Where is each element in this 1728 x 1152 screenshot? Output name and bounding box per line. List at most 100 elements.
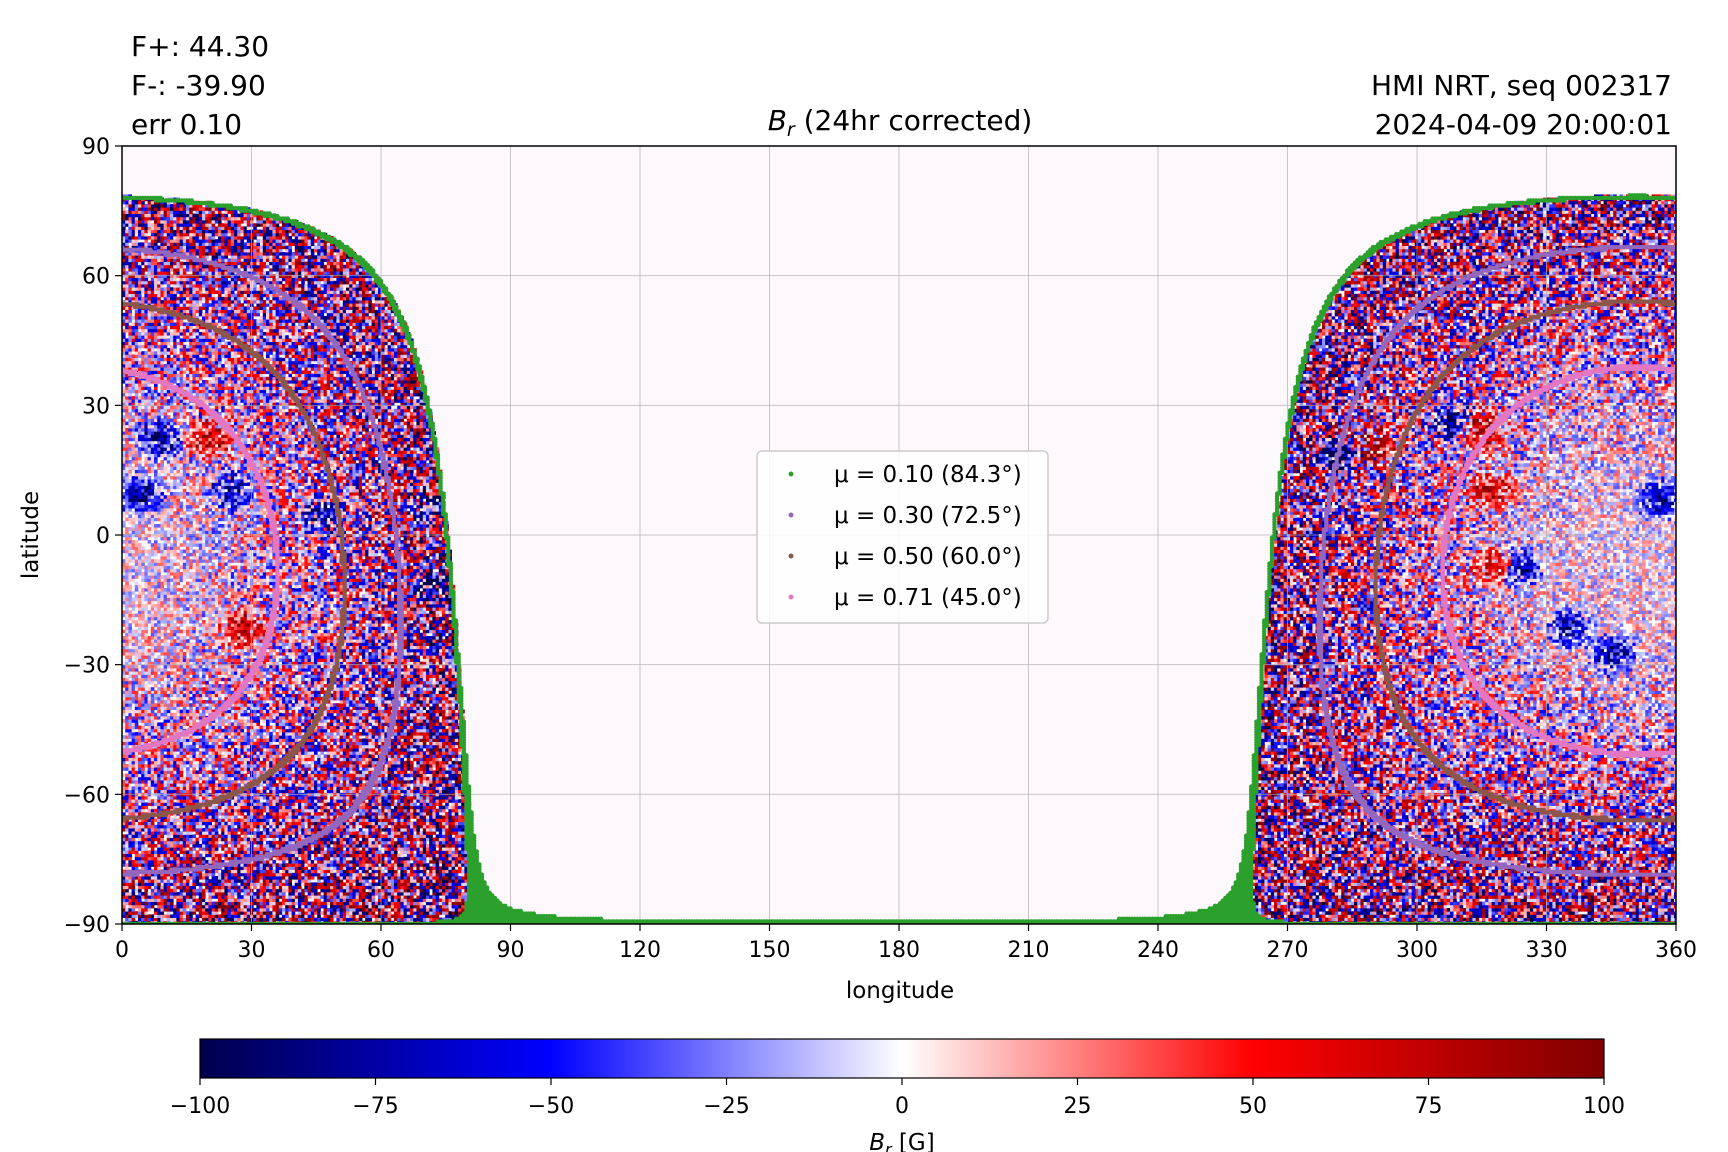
contour-point: [179, 312, 184, 317]
contour-point: [270, 283, 275, 289]
contour-point: [207, 322, 213, 328]
contour-point: [1521, 722, 1526, 727]
contour-point: [1533, 729, 1539, 735]
contour-point: [332, 237, 337, 242]
contour-point: [1497, 794, 1503, 800]
contour-point: [228, 203, 233, 208]
contour-point: [228, 265, 233, 271]
contour-point: [1456, 774, 1461, 779]
contour-point: [1443, 849, 1448, 854]
contour-point: [1546, 867, 1552, 872]
contour-point: [158, 195, 163, 201]
contour-point: [275, 286, 280, 291]
contour-point: [161, 307, 166, 312]
contour-point: [150, 304, 156, 309]
contour-point: [244, 343, 249, 348]
contour-point: [1590, 869, 1596, 875]
contour-point: [1531, 805, 1536, 810]
contour-point: [508, 906, 513, 911]
contour-point: [267, 211, 272, 216]
contour-point: [552, 914, 557, 919]
contour-point: [1477, 786, 1482, 792]
contour-point: [1575, 812, 1580, 818]
contour-point: [298, 221, 303, 226]
contour-point: [1541, 732, 1547, 737]
contour-point: [1642, 193, 1648, 198]
contour-point: [1603, 815, 1609, 820]
contour-point: [1502, 862, 1508, 867]
contour-point: [1280, 919, 1285, 924]
contour-point: [218, 327, 223, 333]
contour-point: [1399, 831, 1404, 836]
contour-point: [1521, 802, 1526, 807]
contour-point: [182, 252, 187, 258]
title-rest: (24hr corrected): [795, 104, 1033, 137]
contour-point: [1541, 807, 1547, 813]
title-subscript: r: [787, 119, 796, 141]
title-symbol: B: [768, 104, 787, 137]
contour-point: [275, 213, 280, 219]
contour-point: [192, 255, 197, 260]
contour-point: [244, 270, 249, 276]
contour-point: [306, 224, 311, 229]
contour-point: [1513, 716, 1518, 722]
contour-point: [231, 335, 236, 341]
mu-contours: [122, 193, 1676, 924]
contour-point: [285, 216, 290, 221]
contour-point: [1671, 244, 1676, 250]
contour-point: [1474, 857, 1479, 862]
contour-point: [1414, 838, 1420, 844]
contour-point: [1572, 742, 1578, 748]
contour-point: [1489, 792, 1495, 797]
contour-point: [293, 219, 298, 224]
contour-point: [311, 226, 316, 232]
contour-point: [1484, 789, 1490, 794]
contour-point: [358, 255, 363, 260]
contour-point: [213, 260, 218, 265]
contour-point: [1404, 833, 1409, 838]
contour-point: [1378, 815, 1383, 820]
contour-point: [254, 208, 259, 213]
contour-point: [254, 351, 259, 356]
contour-point: [1510, 799, 1516, 805]
contour-point: [1487, 859, 1492, 864]
contour-point: [1435, 846, 1440, 851]
contour-point: [1546, 735, 1552, 740]
contour-point: [210, 200, 215, 206]
grid-lines: [121, 145, 1677, 925]
chart-title: Br (24hr corrected): [768, 104, 1033, 141]
contour-point: [244, 206, 249, 211]
contour-point: [503, 903, 508, 908]
contour-point: [1557, 810, 1562, 815]
contour-point: [283, 291, 288, 296]
contour-point: [1427, 844, 1433, 849]
contour-point: [1528, 727, 1534, 732]
contour-point: [249, 273, 254, 278]
contour-point: [1601, 748, 1606, 753]
contour-point: [171, 309, 176, 315]
contour-point: [1671, 748, 1676, 753]
contour-point: [223, 330, 228, 335]
contour-point: [1448, 768, 1453, 774]
contour-point: [1668, 299, 1674, 304]
contour-point: [254, 276, 259, 281]
mu-contour-0: [122, 193, 1676, 924]
contour-point: [200, 320, 205, 325]
contour-point: [316, 229, 321, 234]
contour-point: [236, 268, 241, 273]
error-value: err 0.10: [131, 108, 242, 141]
contour-point: [202, 257, 208, 263]
instrument-sequence: HMI NRT, seq 002317: [1371, 69, 1672, 102]
contour-point: [298, 302, 303, 307]
flux-positive: F+: 44.30: [131, 30, 269, 63]
contour-point: [1391, 825, 1396, 831]
contour-point: [1521, 864, 1526, 870]
contour-point: [236, 338, 241, 343]
contour-point: [1451, 851, 1456, 857]
contour-point: [166, 250, 171, 255]
contour-point: [220, 263, 226, 268]
observation-timestamp: 2024-04-09 20:00:01: [1375, 108, 1672, 141]
contour-point: [1671, 815, 1676, 820]
flux-negative: F-: -39.90: [131, 69, 266, 102]
